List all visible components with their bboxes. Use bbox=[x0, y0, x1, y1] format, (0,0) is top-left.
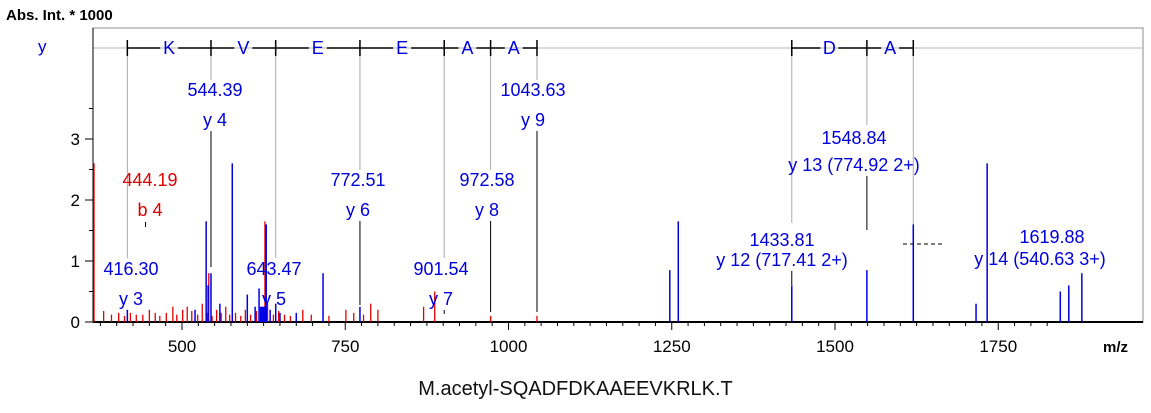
peak-ion-label: y 5 bbox=[262, 289, 286, 309]
x-tick-label: 1250 bbox=[653, 337, 691, 356]
peak-ion-label: y 3 bbox=[119, 289, 143, 309]
y-axis-title: Abs. Int. * 1000 bbox=[6, 7, 113, 24]
x-tick-label: 750 bbox=[331, 337, 359, 356]
x-tick-label: 1500 bbox=[816, 337, 854, 356]
peak-mz-label: 901.54 bbox=[413, 259, 468, 279]
ladder-residue: D bbox=[823, 38, 836, 58]
ladder-residue: A bbox=[461, 38, 473, 58]
series-label-y: y bbox=[38, 37, 47, 56]
ladder-residue: V bbox=[237, 38, 249, 58]
peak-ion-label: y 8 bbox=[475, 200, 499, 220]
x-axis-title: m/z bbox=[1103, 339, 1128, 356]
y-tick-label: 1 bbox=[71, 252, 80, 271]
x-tick-label: 1750 bbox=[979, 337, 1017, 356]
peak-mz-label: 1433.81 bbox=[749, 230, 814, 250]
peak-ion-label: y 6 bbox=[346, 200, 370, 220]
peak-mz-label: 1619.88 bbox=[1019, 227, 1084, 247]
peak-mz-label: 972.58 bbox=[459, 170, 514, 190]
peak-ion-label: y 12 (717.41 2+) bbox=[716, 250, 848, 270]
axis-ticks: 500 750 1000 1250 1500 1750 0 1 2 3 bbox=[71, 108, 1048, 356]
spectrum-peaks bbox=[93, 163, 1083, 322]
peptide-caption: M.acetyl-SQADFDKAAEEVKRLK.T bbox=[418, 378, 733, 400]
y-tick-label: 0 bbox=[71, 313, 80, 332]
peak-labels: 416.30 y 3 544.39 y 4 643.47 y 5 772.51 y 6 901.… bbox=[103, 80, 1105, 309]
peak-mz-label: 444.19 bbox=[122, 170, 177, 190]
ladder-residue: A bbox=[884, 38, 896, 58]
ladder-residue: E bbox=[312, 38, 324, 58]
peak-ion-label: b 4 bbox=[137, 200, 162, 220]
ladder-residue: K bbox=[163, 38, 175, 58]
peak-mz-label: 416.30 bbox=[103, 259, 158, 279]
y-tick-label: 3 bbox=[71, 130, 80, 149]
x-tick-label: 1000 bbox=[490, 337, 528, 356]
peak-ion-label: y 9 bbox=[521, 110, 545, 130]
ladder-residue: A bbox=[508, 38, 520, 58]
ladder-residue: E bbox=[396, 38, 408, 58]
peak-ion-label: y 13 (774.92 2+) bbox=[788, 155, 920, 175]
peak-ion-label: y 14 (540.63 3+) bbox=[974, 249, 1106, 269]
peak-mz-label: 1043.63 bbox=[500, 80, 565, 100]
peak-mz-label: 544.39 bbox=[187, 80, 242, 100]
peak-mz-label: 1548.84 bbox=[821, 128, 886, 148]
peak-ion-label: y 7 bbox=[429, 289, 453, 309]
y-tick-label: 2 bbox=[71, 191, 80, 210]
annotation-guides bbox=[126, 45, 914, 314]
peak-ion-label: y 4 bbox=[203, 110, 227, 130]
peak-mz-label: 643.47 bbox=[246, 259, 301, 279]
peak-mz-label: 772.51 bbox=[330, 170, 385, 190]
x-tick-label: 500 bbox=[168, 337, 196, 356]
